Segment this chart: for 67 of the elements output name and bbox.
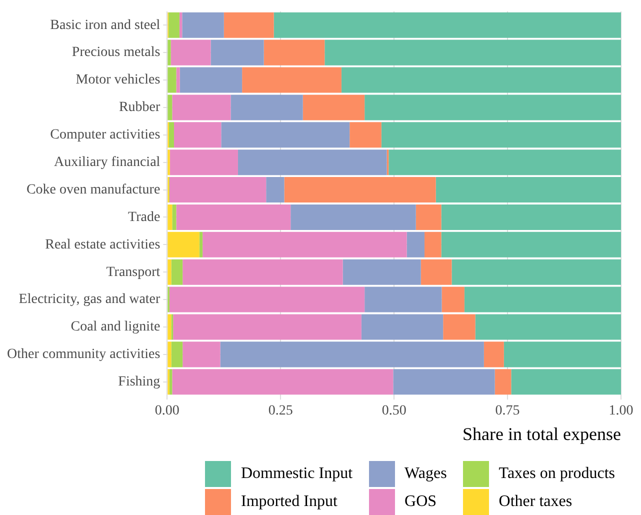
x-tick-label: 1.00 — [608, 404, 634, 419]
bar — [406, 232, 424, 258]
bar — [182, 259, 343, 285]
bar — [168, 204, 172, 230]
legend-label: Imported Input — [241, 493, 338, 511]
bar — [179, 12, 182, 38]
bar — [182, 12, 224, 38]
bar — [350, 122, 382, 148]
bar — [274, 12, 621, 38]
bar — [441, 232, 621, 258]
bar — [168, 12, 180, 38]
bar — [168, 232, 200, 258]
bar — [416, 204, 442, 230]
bar — [342, 259, 421, 285]
y-tick-label: Auxiliary financial — [54, 155, 160, 170]
y-tick-label: Rubber — [118, 100, 161, 116]
bar — [172, 204, 176, 230]
bar — [202, 232, 407, 258]
bar — [436, 177, 621, 203]
bar — [452, 259, 621, 285]
legend-label: Wages — [404, 465, 447, 483]
y-tick-label: Fishing — [118, 374, 160, 390]
y-tick-label: Other community activities — [7, 347, 160, 362]
bar — [170, 150, 238, 176]
bar — [388, 150, 621, 176]
y-tick-label: Electricity, gas and water — [18, 292, 161, 308]
bar — [284, 177, 436, 203]
bar — [168, 259, 172, 285]
bar — [484, 342, 504, 368]
bar — [169, 122, 174, 148]
x-tick-label: 0.00 — [154, 404, 180, 419]
bar — [171, 259, 183, 285]
y-tick-label: Real estate activities — [45, 237, 160, 252]
bar — [199, 232, 203, 258]
x-axis-title: Share in total expense — [462, 424, 622, 444]
bar — [290, 204, 416, 230]
x-tick-label: 0.75 — [495, 404, 520, 419]
bar — [169, 369, 172, 395]
bar — [494, 369, 512, 395]
bar — [172, 369, 394, 395]
bar — [221, 122, 350, 148]
bar — [238, 150, 387, 176]
bar — [381, 122, 621, 148]
y-tick-label: Transport — [106, 264, 160, 280]
bar — [266, 177, 284, 203]
bar — [169, 177, 266, 203]
legend-label: Taxes on products — [498, 465, 615, 483]
bar — [511, 369, 621, 395]
bar — [424, 232, 442, 258]
bar — [441, 204, 621, 230]
bar — [174, 122, 222, 148]
y-tick-label: Trade — [128, 210, 160, 225]
y-tick-label: Coal and lignite — [70, 320, 160, 335]
legend-label: Other taxes — [498, 493, 572, 511]
y-tick-label: Coke oven manufacture — [26, 182, 160, 198]
y-tick-label: Precious metals — [72, 45, 160, 60]
bar — [224, 12, 274, 38]
y-tick-label: Motor vehicles — [76, 72, 160, 88]
legend-label: Dommestic Input — [241, 465, 353, 483]
x-tick-label: 0.50 — [382, 404, 406, 419]
x-tick-label: 0.25 — [268, 404, 293, 419]
bar — [420, 259, 452, 285]
bar — [393, 369, 495, 395]
bar — [176, 204, 291, 230]
y-tick-label: Computer activities — [50, 128, 160, 143]
legend-label: GOS — [404, 493, 437, 511]
y-tick-label: Basic iron and steel — [50, 18, 160, 33]
